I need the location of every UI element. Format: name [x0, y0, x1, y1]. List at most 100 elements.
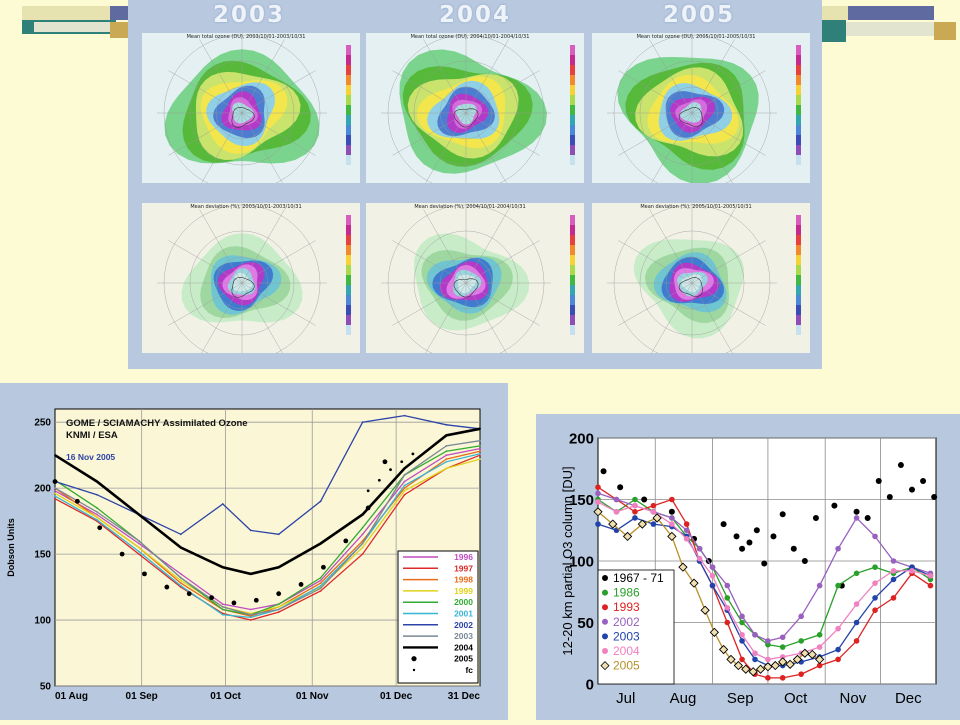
data-point: [479, 439, 481, 442]
data-point: [137, 550, 140, 553]
data-point: [853, 570, 860, 577]
data-point: [137, 513, 140, 516]
color-scale-segment: [570, 225, 575, 235]
data-point: [164, 584, 170, 590]
data-point: [897, 462, 904, 469]
x-tick-label: Dec: [895, 690, 922, 707]
data-point: [221, 603, 224, 606]
color-scale-segment: [346, 105, 351, 115]
data-point: [779, 511, 786, 518]
antarctica-coastline: [678, 107, 703, 127]
color-scale-segment: [346, 65, 351, 75]
y-tick-label: 100: [34, 616, 51, 627]
data-point: [815, 654, 825, 665]
data-point: [752, 632, 758, 638]
data-point: [724, 604, 731, 611]
deviation-map-graphic: [592, 203, 810, 353]
color-scale-segment: [346, 255, 351, 265]
data-point: [872, 595, 878, 601]
data-point: [400, 460, 404, 464]
data-point: [249, 616, 252, 619]
data-point: [319, 587, 322, 590]
color-scale-segment: [570, 295, 575, 305]
legend-swatch: [602, 604, 608, 611]
color-scale-segment: [346, 325, 351, 335]
data-point: [785, 659, 795, 669]
ozone-maps-panel: 2003 2004 2005 Mean total ozone (DU), 20…: [128, 0, 822, 369]
x-tick-label: 01 Oct: [210, 691, 241, 702]
data-point: [650, 521, 657, 527]
data-point: [798, 613, 804, 620]
data-point: [683, 521, 690, 527]
series-line: [54, 414, 481, 536]
legend-swatch: [412, 668, 416, 672]
color-scale-segment: [570, 55, 575, 65]
legend-label: fc: [465, 665, 473, 675]
data-point: [678, 562, 688, 572]
color-scale-segment: [346, 155, 351, 165]
color-scale-segment: [346, 135, 351, 145]
data-point: [96, 510, 98, 513]
data-point: [872, 607, 878, 613]
total-ozone-map-graphic: [592, 33, 810, 183]
data-point: [632, 496, 638, 503]
color-scale-segment: [346, 85, 351, 95]
data-point: [927, 582, 934, 589]
color-scale-segment: [796, 235, 801, 245]
data-point: [622, 531, 633, 542]
data-point: [411, 452, 415, 456]
map-title: Mean deviation (%), 2005/10/01-2005/10/3…: [640, 204, 752, 210]
data-point: [54, 454, 56, 457]
total-ozone-map-2005: Mean total ozone (DU), 2005/10/01-2005/1…: [592, 33, 810, 183]
data-point: [277, 605, 280, 608]
data-point: [249, 608, 252, 611]
x-tick-label: Sep: [727, 690, 754, 707]
data-point: [667, 531, 677, 542]
data-point: [864, 514, 871, 521]
color-scale-segment: [796, 125, 801, 135]
color-scale-segment: [796, 295, 801, 305]
data-point: [249, 613, 252, 616]
legend-item: 2001: [403, 609, 473, 619]
deviation-map-2005: Mean deviation (%), 2005/10/01-2005/10/3…: [592, 203, 810, 353]
data-point: [445, 445, 448, 447]
data-point: [52, 479, 58, 484]
data-point: [709, 582, 716, 589]
meridian-line: [168, 70, 316, 156]
data-point: [137, 553, 140, 555]
data-point: [733, 660, 744, 671]
data-point: [792, 654, 803, 665]
data-point: [709, 627, 719, 637]
data-point: [249, 619, 252, 621]
data-point: [321, 564, 326, 570]
color-scale-segment: [570, 45, 575, 55]
header-decoration-left: [0, 0, 128, 44]
data-point: [770, 660, 780, 671]
data-point: [778, 657, 788, 667]
data-point: [779, 634, 786, 641]
data-point: [726, 654, 736, 665]
data-point: [96, 493, 98, 496]
data-point: [74, 498, 80, 504]
data-point: [733, 533, 740, 540]
legend-label: 1993: [613, 600, 640, 614]
data-point: [249, 529, 252, 532]
legend-item: 1967 - 71: [602, 571, 664, 585]
data-point: [807, 649, 817, 660]
data-point: [595, 499, 601, 505]
data-point: [445, 450, 448, 453]
data-point: [445, 434, 448, 437]
data-point: [319, 590, 322, 592]
color-scale-segment: [570, 285, 575, 295]
color-scale-segment: [570, 65, 575, 75]
legend-item: 1993: [602, 600, 640, 614]
data-point: [377, 478, 381, 482]
data-point: [319, 542, 322, 545]
data-point: [669, 496, 675, 503]
data-point: [600, 468, 607, 475]
data-point: [669, 515, 675, 521]
data-point: [816, 632, 823, 638]
color-scale-segment: [796, 325, 801, 335]
data-point: [96, 518, 98, 521]
data-point: [403, 489, 406, 492]
